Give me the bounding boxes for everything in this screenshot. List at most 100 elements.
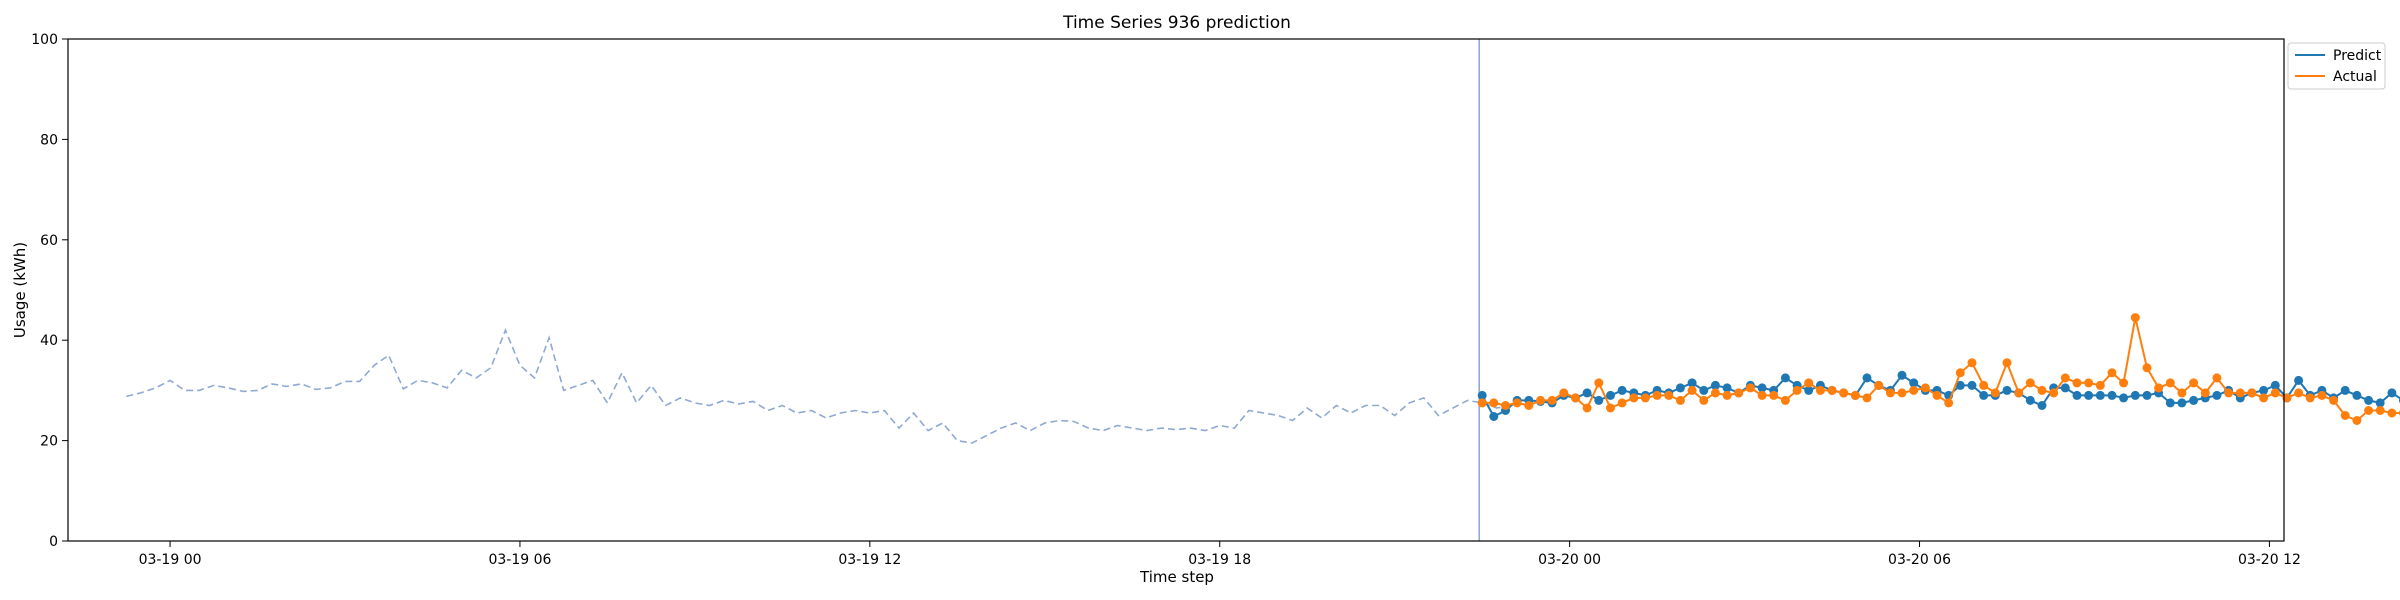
actual-point [1897, 388, 1907, 398]
actual-point [1827, 385, 1837, 395]
actual-point [1524, 401, 1534, 410]
actual-point [1571, 393, 1580, 403]
predict-point [1710, 380, 1720, 390]
predict-point [2375, 398, 2385, 408]
predict-point [1967, 380, 1977, 390]
predict-point [1617, 385, 1627, 395]
x-tick-label: 03-20 12 [2238, 552, 2301, 568]
predict-point [1757, 383, 1767, 393]
predict-point [2387, 388, 2397, 398]
predict-point [2060, 383, 2070, 393]
actual-point [2375, 406, 2385, 415]
x-tick-label: 03-20 06 [1888, 552, 1951, 568]
actual-point [2305, 393, 2315, 403]
actual-point [2142, 363, 2152, 373]
actual-point [1979, 380, 1989, 390]
actual-series [1477, 313, 2400, 425]
actual-point [2107, 368, 2117, 378]
actual-point [1559, 388, 1569, 398]
y-axis: 0 20 40 60 80 100 [31, 32, 68, 550]
actual-point [2049, 388, 2059, 398]
actual-point [2352, 416, 2362, 425]
actual-point [1675, 395, 1685, 405]
actual-point [1687, 385, 1697, 395]
actual-point [1874, 380, 1884, 390]
plot-area [67, 38, 2400, 542]
actual-point [2084, 378, 2094, 388]
actual-point [1536, 395, 1545, 405]
y-tick-label: 80 [40, 132, 58, 148]
predict-point [1699, 385, 1709, 395]
actual-point [1606, 403, 1615, 413]
predict-point [2037, 401, 2047, 410]
predict-point [2142, 390, 2152, 400]
x-tick-label: 03-19 00 [139, 552, 202, 568]
actual-point [2212, 373, 2222, 383]
predict-point [1606, 390, 1615, 400]
predict-point [1780, 373, 1790, 383]
actual-point [2014, 388, 2024, 398]
predict-point [2107, 390, 2117, 400]
predict-point [1477, 390, 1487, 400]
actual-point [2294, 388, 2304, 398]
x-axis-label: Time step [1139, 568, 1214, 586]
actual-point [2270, 388, 2280, 398]
legend: Predict Actual [2287, 42, 2386, 90]
actual-point [1862, 393, 1872, 403]
predict-point [2352, 390, 2362, 400]
actual-point [2235, 388, 2245, 398]
actual-point [1944, 398, 1954, 408]
predict-point [2340, 385, 2350, 395]
actual-point [1839, 388, 1849, 398]
predict-point [2130, 390, 2140, 400]
actual-point [1967, 358, 1977, 368]
actual-point [2154, 383, 2164, 393]
x-tick-label: 03-19 06 [488, 552, 551, 568]
actual-point [2224, 388, 2234, 398]
y-tick-label: 20 [40, 434, 58, 450]
predict-point [2177, 398, 2187, 408]
actual-point [2364, 406, 2374, 415]
predict-point [1955, 380, 1965, 390]
predict-point [2002, 385, 2012, 395]
actual-point [1932, 390, 1942, 400]
actual-point [1629, 393, 1639, 403]
actual-point [2329, 395, 2339, 405]
y-axis-label: Usage (kWh) [11, 242, 29, 338]
actual-point [2247, 388, 2257, 398]
actual-point [2387, 408, 2397, 418]
series-layer [1477, 313, 2400, 425]
actual-point [1990, 388, 2000, 398]
legend-actual-label: Actual [2333, 69, 2377, 85]
predict-point [1582, 388, 1592, 398]
actual-point [1582, 403, 1592, 413]
x-tick-label: 03-19 12 [838, 552, 901, 568]
actual-point [1780, 395, 1790, 405]
y-tick-label: 0 [49, 534, 58, 550]
predict-point [1594, 395, 1604, 405]
y-tick-label: 60 [40, 233, 58, 249]
actual-point [2282, 393, 2292, 403]
actual-point [2340, 411, 2350, 420]
actual-point [2037, 385, 2047, 395]
predict-point [2212, 390, 2222, 400]
actual-point [2072, 378, 2082, 388]
actual-point [1757, 390, 1767, 400]
actual-point [1804, 378, 1814, 388]
history-layer [126, 328, 1512, 444]
chart-title: Time Series 936 prediction [1062, 13, 1291, 33]
actual-point [1652, 390, 1662, 400]
actual-point [2165, 378, 2175, 388]
actual-point [1885, 388, 1895, 398]
actual-point [1710, 388, 1720, 398]
predict-point [1722, 383, 1732, 393]
actual-point [1909, 385, 1919, 395]
predict-point [1804, 385, 1814, 395]
predict-point [1909, 378, 1919, 388]
plot-frame [67, 38, 2285, 542]
actual-point [1547, 395, 1557, 405]
actual-point [1920, 383, 1930, 393]
actual-point [2119, 378, 2129, 388]
